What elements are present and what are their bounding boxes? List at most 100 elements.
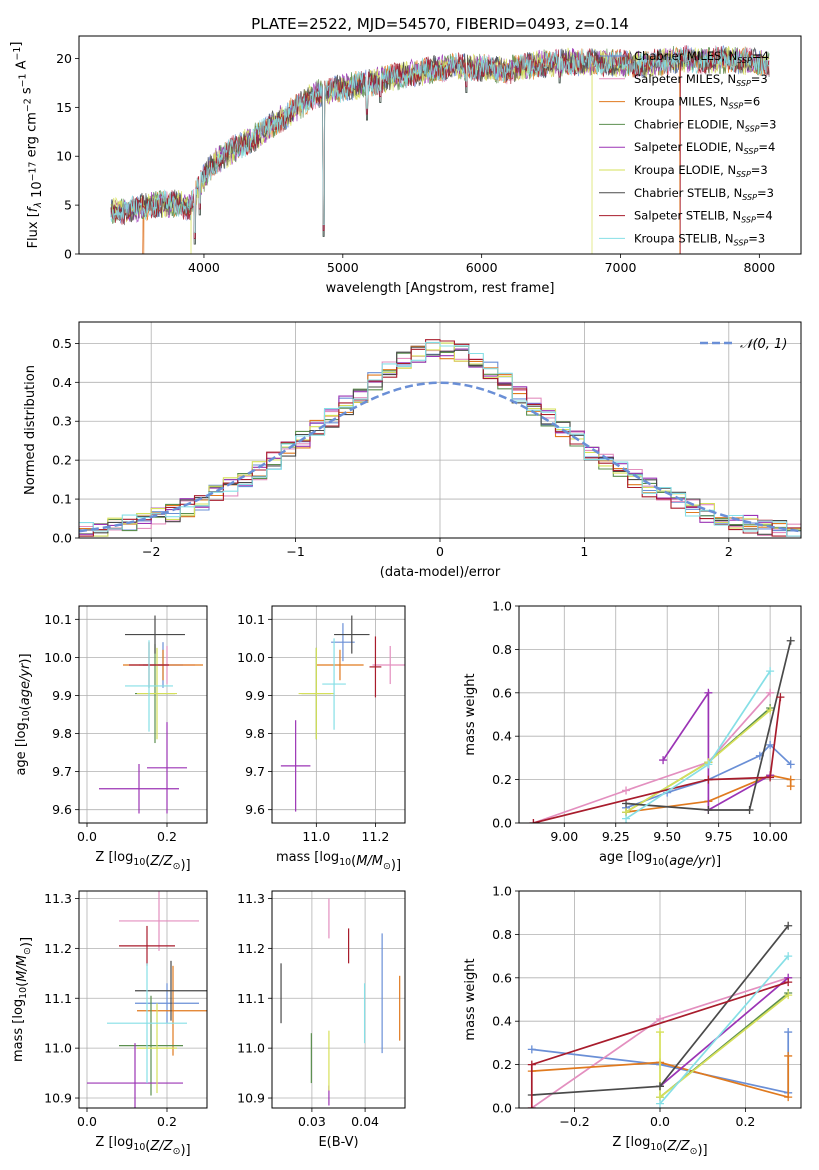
spectrum-ylabel: Flux [fλ 10−17 erg cm−2 s−1 A−1] — [9, 42, 45, 249]
weight_vs_age-panel: 9.00 9.25 9.50 9.75 10.00 0.0 0.2 0.4 0.6 0.8 1.0 a… — [463, 599, 802, 869]
weight_vs_age-ytick-label: 0.0 — [492, 816, 512, 831]
weight_vs_Z-series-salpeter-elodie — [659, 977, 789, 1087]
age_vs_Z-plot-area — [99, 615, 203, 814]
spectrum-xtick-label: 5000 — [327, 260, 359, 275]
mass_vs_ebv-panel: 0.03 0.04 10.9 11.0 11.1 11.2 11.3 E(B-V) — [237, 890, 406, 1150]
residuals-ytick-label: 0.1 — [52, 492, 72, 507]
weight_vs_age-xtick-label: 9.50 — [653, 829, 681, 844]
weight_vs_age-series-salpeter-miles-marker — [622, 786, 631, 795]
residuals-ytick-label: 0.3 — [52, 414, 72, 429]
spectrum-ytick-label: 5 — [64, 198, 72, 213]
residuals-ytick-label: 0.0 — [52, 531, 72, 546]
age_vs_mass-plot-area — [280, 615, 405, 812]
normal-legend-label: 𝒩(0, 1) — [740, 337, 787, 352]
weight_vs_Z-panel: −0.2 0.0 0.2 0.0 0.2 0.4 0.6 0.8 1.0 Z [log10(Z/Z… — [463, 884, 802, 1158]
weight_vs_Z-ytick-label: 0.6 — [492, 970, 512, 985]
weight_vs_Z-xtick-label: 0.0 — [650, 1114, 670, 1129]
mass_vs_ebv-ytick-label: 11.1 — [237, 991, 265, 1006]
mass_vs_ebv-ytick-label: 10.9 — [237, 1091, 265, 1106]
spectrum-line-salpeter-stelib — [110, 45, 770, 254]
legend-label: Salpeter MILES, NSSP=3 — [634, 72, 768, 88]
mass_vs_Z-ylabel: mass [log10(M/M⊙)] — [11, 937, 34, 1062]
legend-label: Salpeter STELIB, NSSP=4 — [634, 209, 773, 225]
weight_vs_age-xtick-label: 9.00 — [550, 829, 578, 844]
mass_vs_Z-ytick-label: 11.3 — [44, 891, 72, 906]
mass_vs_Z-xtick-label: 0.2 — [157, 1114, 177, 1129]
mass_vs_Z-ytick-label: 11.1 — [44, 991, 72, 1006]
weight_vs_Z-ytick-label: 0.8 — [492, 927, 512, 942]
weight_vs_Z-series-chabrier-stelib-marker — [656, 1082, 664, 1091]
weight_vs_age-series-salpeter-stelib-marker — [704, 775, 713, 784]
residuals-xtick-label: −1 — [286, 544, 304, 559]
mass_vs_Z-frame — [78, 890, 208, 1109]
weight_vs_age-plot-area — [529, 636, 795, 823]
weight_vs_Z-xlabel: Z [log10(Z/Z⊙)] — [612, 1135, 707, 1158]
weight_vs_age-series-kroupa-stelib — [625, 670, 771, 820]
residuals-xtick-label: 0 — [436, 544, 444, 559]
mass_vs_Z-xtick-label: 0.0 — [77, 1114, 97, 1129]
mass_vs_Z-ytick-label: 11.0 — [44, 1041, 72, 1056]
weight_vs_age-ytick-label: 0.6 — [492, 685, 512, 700]
weight_vs_Z-ytick-label: 0.4 — [492, 1014, 512, 1029]
residuals-ytick-label: 0.2 — [52, 453, 72, 468]
weight_vs_age-series-kroupa-elodie-marker — [766, 706, 775, 715]
age_vs_Z-ytick-label: 10.1 — [44, 612, 72, 627]
spectrum-plot-area — [110, 45, 770, 254]
weight_vs_age-series-salpeter-miles — [533, 692, 771, 823]
weight_vs_age-xtick-label: 9.75 — [705, 829, 733, 844]
age_vs_Z-frame — [78, 605, 208, 824]
figure-title: PLATE=2522, MJD=54570, FIBERID=0493, z=0… — [251, 15, 629, 33]
spectrum-ytick-label: 0 — [64, 247, 72, 262]
age_vs_Z-ytick-label: 10.0 — [44, 650, 72, 665]
age_vs_mass-xtick-label: 11.0 — [302, 829, 330, 844]
weight_vs_age-series-kroupa-stelib-marker — [622, 814, 631, 823]
age_vs_mass-xtick-label: 11.2 — [362, 829, 390, 844]
histogram-kroupa-stelib — [79, 341, 801, 537]
spectrum-xtick-label: 7000 — [605, 260, 637, 275]
age_vs_Z-xtick-label: 0.0 — [77, 829, 97, 844]
age_vs_Z-ytick-label: 9.7 — [52, 764, 72, 779]
weight_vs_Z-ytick-label: 1.0 — [492, 884, 512, 899]
residuals-xtick-label: −2 — [142, 544, 160, 559]
age_vs_Z-ytick-label: 9.6 — [52, 802, 72, 817]
normal-curve — [79, 381, 801, 533]
weight_vs_Z-ytick-label: 0.2 — [492, 1057, 512, 1072]
spectrum-xtick-label: 4000 — [188, 260, 220, 275]
weight_vs_age-series-salpeter-stelib-marker — [776, 693, 785, 702]
age_vs_mass-panel: 11.0 11.2 9.6 9.7 9.8 9.9 10.0 10.1 mass [log10(… — [237, 605, 406, 873]
age_vs_Z-xtick-label: 0.2 — [157, 829, 177, 844]
weight_vs_Z-series-chabrier-miles-marker — [527, 1045, 536, 1054]
weight_vs_age-series-kroupa-miles-marker — [786, 782, 795, 791]
weight_vs_Z-series-kroupa-stelib-marker — [656, 1099, 664, 1108]
residuals-ylabel: Normed distribution — [23, 365, 38, 495]
weight_vs_Z-series-kroupa-miles-marker — [784, 1093, 793, 1102]
mass_vs_Z-ytick-label: 11.2 — [44, 941, 72, 956]
legend-label: Kroupa STELIB, NSSP=3 — [634, 231, 765, 247]
age_vs_Z-xlabel: Z [log10(Z/Z⊙)] — [95, 850, 190, 873]
mass_vs_Z-panel: 0.0 0.2 10.9 11.0 11.1 11.2 11.3 Z [log10(Z/Z⊙)… — [11, 890, 208, 1158]
mass_vs_ebv-xlabel: E(B-V) — [318, 1135, 358, 1150]
age_vs_mass-frame — [271, 605, 406, 824]
weight_vs_Z-xtick-label: 0.2 — [736, 1114, 756, 1129]
weight_vs_age-series-kroupa-stelib-marker — [766, 667, 775, 676]
mass_vs_Z-plot-area — [87, 891, 207, 1108]
weight_vs_age-series-salpeter-stelib-marker — [529, 819, 538, 823]
weight_vs_Z-plot-area — [527, 921, 793, 1108]
mass_vs_Z-xlabel: Z [log10(Z/Z⊙)] — [95, 1135, 190, 1158]
mass_vs_Z-ytick-label: 10.9 — [44, 1091, 72, 1106]
weight_vs_Z-series-salpeter-stelib-marker — [527, 1060, 536, 1069]
weight_vs_age-xlabel: age [log10(age/yr)] — [599, 850, 721, 869]
age_vs_Z-ytick-label: 9.8 — [52, 726, 72, 741]
spectrum-frame — [78, 35, 802, 255]
residuals-xtick-label: 2 — [725, 544, 733, 559]
age_vs_mass-ytick-label: 9.8 — [245, 726, 265, 741]
residuals-plot-area — [79, 339, 801, 537]
age_vs_Z-ylabel: age [log10(age/yr)] — [14, 653, 33, 775]
weight_vs_Z-frame — [518, 890, 802, 1109]
weight_vs_age-ytick-label: 0.4 — [492, 729, 512, 744]
weight_vs_age-series-chabrier-stelib-marker — [786, 636, 795, 645]
weight_vs_age-frame — [518, 605, 802, 824]
weight_vs_Z-ylabel: mass weight — [463, 958, 478, 1040]
weight_vs_age-ylabel: mass weight — [463, 673, 478, 755]
legend-label: Kroupa ELODIE, NSSP=3 — [634, 163, 768, 179]
